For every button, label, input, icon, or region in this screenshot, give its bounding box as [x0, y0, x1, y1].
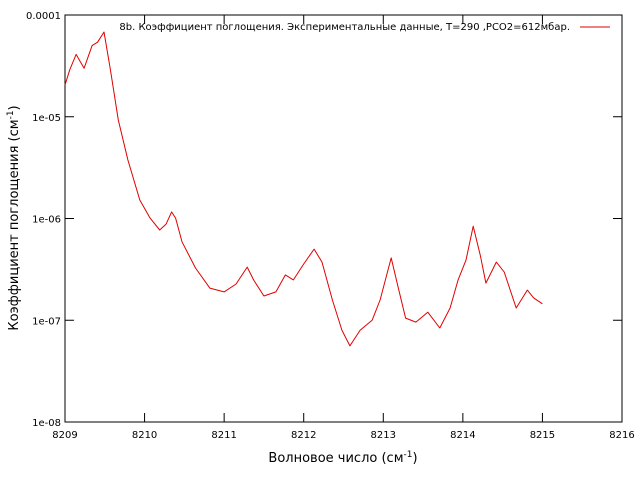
y-tick-label: 1e-07 — [32, 316, 61, 327]
x-tick-label: 8211 — [211, 430, 236, 441]
y-label-end: ) — [7, 105, 22, 110]
x-tick-label: 8209 — [52, 430, 77, 441]
x-label-text: Волновое число (см — [268, 451, 403, 466]
x-axis-label: Волновое число (см-1) — [268, 450, 417, 466]
x-tick-label: 8210 — [132, 430, 157, 441]
x-tick-label: 8215 — [530, 430, 555, 441]
y-tick-label: 1e-06 — [32, 215, 61, 226]
plot-frame — [64, 14, 623, 423]
x-label-sup: -1 — [404, 450, 413, 460]
y-tick-label: 1e-08 — [32, 418, 61, 429]
data-line — [64, 31, 543, 347]
y-tick-label: 1e-05 — [32, 113, 61, 124]
y-tick-label: 0.0001 — [26, 11, 61, 22]
x-tick-label: 8213 — [371, 430, 396, 441]
x-tick-label: 8216 — [609, 430, 634, 441]
y-label-text: Коэффициент поглощения (см — [7, 119, 22, 330]
y-label-sup: -1 — [6, 110, 16, 119]
x-tick-label: 8212 — [291, 430, 316, 441]
x-tick-label: 8214 — [450, 430, 475, 441]
y-axis-label: Коэффициент поглощения (см-1) — [6, 105, 22, 330]
legend-text: 8b. Коэффициент поглощения. Эксперимента… — [119, 22, 570, 33]
x-label-end: ) — [412, 451, 417, 466]
